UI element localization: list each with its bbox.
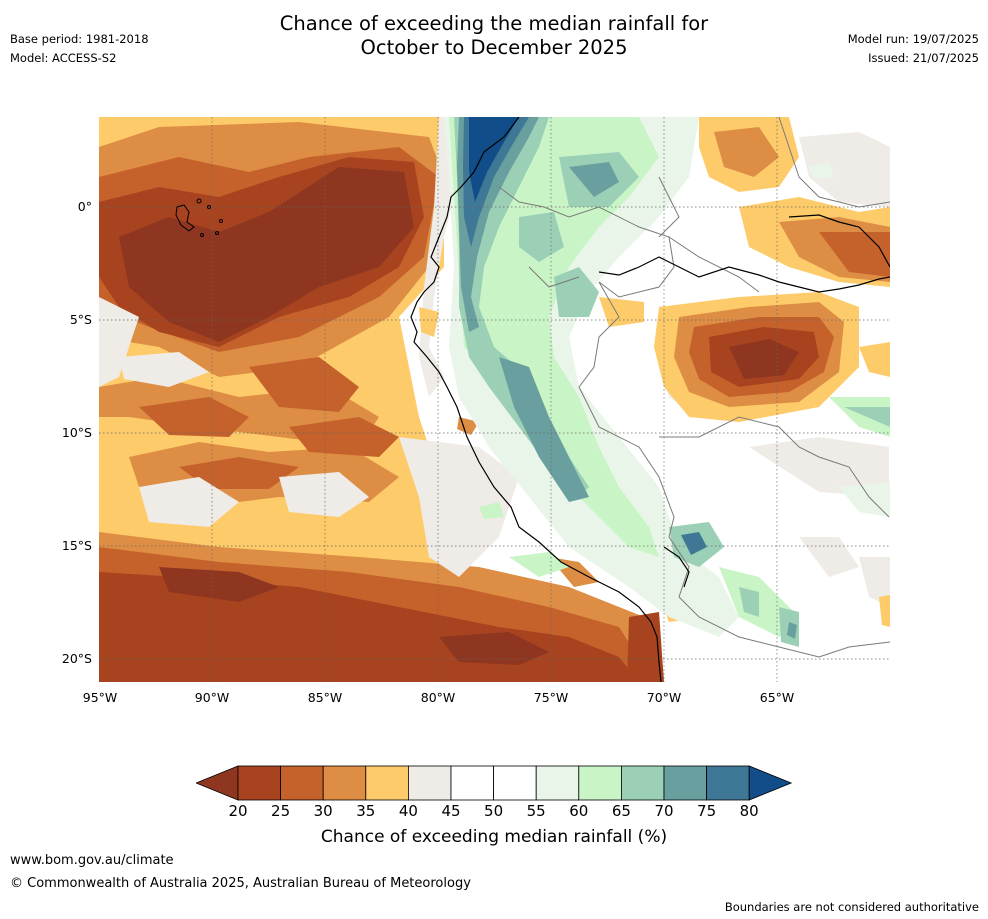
colorbar-tick-label: 60 (569, 802, 589, 820)
map-svg (99, 117, 890, 682)
colorbar-tick-label: 75 (697, 802, 717, 820)
title-line-2: October to December 2025 (360, 36, 628, 59)
footer-copyright: © Commonwealth of Australia 2025, Austra… (10, 876, 471, 891)
lon-label-90w: 90°W (194, 690, 230, 705)
colorbar-segment (237, 765, 281, 801)
colorbar-segment (535, 765, 580, 801)
colorbar-title: Chance of exceeding median rainfall (%) (320, 827, 668, 847)
colorbar-segment (450, 765, 494, 801)
dry-fields-east (419, 117, 890, 627)
colorbar-arrow-low (196, 765, 239, 801)
coastlines (410, 117, 890, 682)
lon-label-70w: 70°W (646, 690, 682, 705)
footer-url: www.bom.gov.au/climate (10, 853, 174, 868)
colorbar-tick-label: 45 (441, 802, 461, 820)
model-run-date: Model run: 19/07/2025 (847, 32, 979, 46)
model-name: Model: ACCESS-S2 (10, 51, 117, 65)
colorbar (196, 765, 793, 801)
neutral-patches (99, 117, 890, 607)
colorbar-tick-label: 55 (526, 802, 546, 820)
rainfall-map (99, 117, 890, 682)
base-period: Base period: 1981-2018 (10, 32, 149, 46)
colorbar-tick-label: 50 (484, 802, 504, 820)
colorbar-segment (663, 765, 707, 801)
colorbar-segment (493, 765, 537, 801)
lat-label-15s: 15°S (61, 538, 92, 553)
lon-label-65w: 65°W (759, 690, 795, 705)
lon-label-75w: 75°W (533, 690, 569, 705)
wet-band (444, 117, 890, 647)
lon-label-85w: 85°W (307, 690, 343, 705)
lat-label-0: 0° (77, 199, 92, 214)
colorbar-segment (365, 765, 409, 801)
colorbar-segment (280, 765, 324, 801)
colorbar-tick-label: 20 (228, 802, 248, 820)
issued-date: Issued: 21/07/2025 (868, 51, 979, 65)
lon-label-95w: 95°W (82, 690, 118, 705)
map-title: Chance of exceeding the median rainfall … (0, 12, 988, 60)
lon-label-80w: 80°W (420, 690, 456, 705)
lat-label-10s: 10°S (61, 425, 92, 440)
colorbar-tick-label: 35 (356, 802, 376, 820)
colorbar-arrow-high (748, 765, 793, 801)
colorbar-segment (322, 765, 367, 801)
dry-fields-west (99, 117, 664, 682)
title-line-1: Chance of exceeding the median rainfall … (279, 12, 709, 35)
footer-note: Boundaries are not considered authoritat… (724, 900, 979, 914)
lat-label-20s: 20°S (61, 651, 92, 666)
colorbar-tick-label: 65 (611, 802, 631, 820)
colorbar-segment (706, 765, 750, 801)
galapagos-islands (175, 198, 223, 237)
colorbar-tick-label: 80 (739, 802, 759, 820)
colorbar-tick-label: 40 (398, 802, 418, 820)
colorbar-segment (620, 765, 665, 801)
colorbar-tick-label: 30 (313, 802, 333, 820)
colorbar-segment (407, 765, 452, 801)
colorbar-tick-label: 70 (654, 802, 674, 820)
country-borders (498, 117, 890, 658)
lat-label-5s: 5°S (69, 312, 92, 327)
colorbar-tick-label: 25 (271, 802, 291, 820)
colorbar-segment (578, 765, 622, 801)
